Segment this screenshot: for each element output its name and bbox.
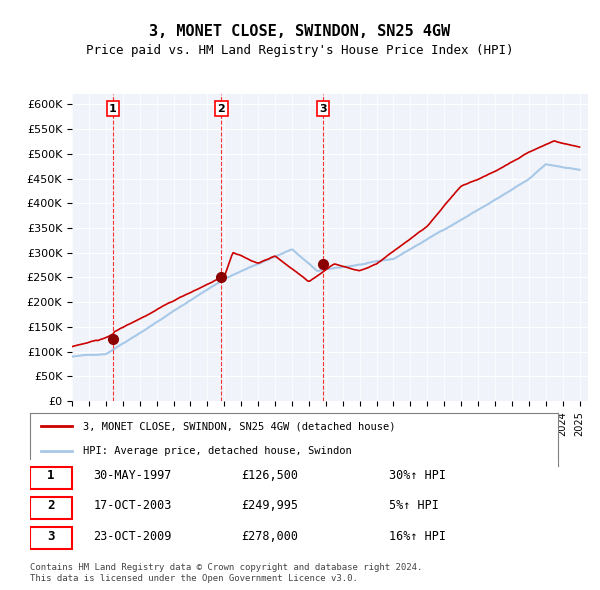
Text: 30%↑ HPI: 30%↑ HPI <box>389 469 446 482</box>
FancyBboxPatch shape <box>30 497 72 519</box>
Text: 2: 2 <box>218 104 226 114</box>
Text: £278,000: £278,000 <box>241 530 298 543</box>
Text: Contains HM Land Registry data © Crown copyright and database right 2024.
This d: Contains HM Land Registry data © Crown c… <box>30 563 422 583</box>
Text: 3: 3 <box>47 530 55 543</box>
Text: 5%↑ HPI: 5%↑ HPI <box>389 499 439 513</box>
Text: 30-MAY-1997: 30-MAY-1997 <box>94 469 172 482</box>
Text: 3: 3 <box>319 104 327 114</box>
Text: HPI: Average price, detached house, Swindon: HPI: Average price, detached house, Swin… <box>83 446 352 456</box>
FancyBboxPatch shape <box>30 467 72 489</box>
Text: 2: 2 <box>47 499 55 513</box>
Text: 3, MONET CLOSE, SWINDON, SN25 4GW (detached house): 3, MONET CLOSE, SWINDON, SN25 4GW (detac… <box>83 421 395 431</box>
Text: 23-OCT-2009: 23-OCT-2009 <box>94 530 172 543</box>
Text: 1: 1 <box>109 104 117 114</box>
FancyBboxPatch shape <box>30 527 72 549</box>
Text: 1: 1 <box>47 469 55 482</box>
Text: Price paid vs. HM Land Registry's House Price Index (HPI): Price paid vs. HM Land Registry's House … <box>86 44 514 57</box>
Text: £249,995: £249,995 <box>241 499 298 513</box>
Text: 16%↑ HPI: 16%↑ HPI <box>389 530 446 543</box>
Text: 17-OCT-2003: 17-OCT-2003 <box>94 499 172 513</box>
Text: 3, MONET CLOSE, SWINDON, SN25 4GW: 3, MONET CLOSE, SWINDON, SN25 4GW <box>149 24 451 38</box>
Text: £126,500: £126,500 <box>241 469 298 482</box>
